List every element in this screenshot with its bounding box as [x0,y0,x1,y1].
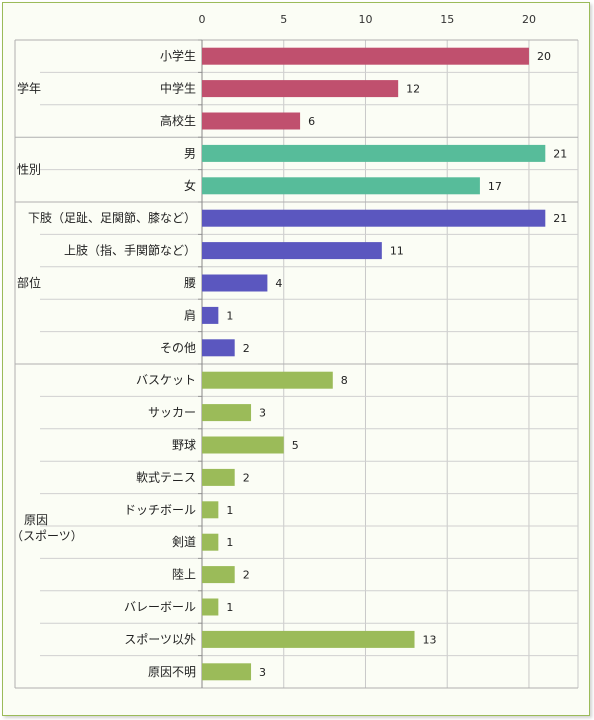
data-label: 2 [243,471,250,484]
bar-小学生 [202,47,529,65]
data-label: 21 [553,147,567,160]
category-label: バレーボール [124,600,196,614]
category-label: その他 [160,341,196,355]
bar-腰 [202,274,268,292]
data-label: 1 [226,536,233,549]
category-label: サッカー [148,406,196,420]
bar-ドッチボール [202,501,219,519]
bar-高校生 [202,112,301,130]
group-label: 学年 [17,81,41,96]
x-tick-label: 20 [522,13,536,26]
category-label: ドッチボール [124,503,196,517]
grid-layer [15,40,579,689]
category-label: 中学生 [160,81,196,96]
category-label: 女 [184,178,196,193]
group-label-sub: （スポーツ） [11,529,83,543]
category-label: 剣道 [172,535,196,549]
category-label: バスケット [136,373,196,387]
category-label: 肩 [184,307,196,322]
bar-中学生 [202,80,399,98]
category-label: 腰 [184,276,196,290]
bar-上肢（指、手関節など） [202,242,382,260]
bar-原因不明 [202,663,252,681]
bar-男 [202,144,546,162]
data-label: 21 [553,212,567,225]
group-label: 性別 [17,163,41,177]
category-label: 下肢（足趾、足関節、膝など） [28,210,196,225]
bar-バスケット [202,371,333,389]
category-label: 小学生 [160,48,196,63]
bar-スポーツ以外 [202,630,415,648]
bar-肩 [202,306,219,324]
category-label: 男 [184,146,196,160]
data-label: 6 [308,115,315,128]
bar-陸上 [202,566,235,584]
category-label: 原因不明 [148,665,196,679]
data-label: 4 [275,277,282,290]
bar-layer [202,47,546,681]
x-tick-label: 10 [358,13,372,26]
x-tick-label: 0 [199,13,206,26]
bar-サッカー [202,404,252,422]
category-label: 陸上 [172,568,196,582]
x-tick-label: 5 [280,13,287,26]
data-label: 12 [406,83,420,96]
data-label: 11 [390,245,404,258]
bar-その他 [202,339,235,357]
data-label: 3 [259,666,266,679]
bar-下肢（足趾、足関節、膝など） [202,209,546,227]
bar-野球 [202,436,284,454]
data-label: 1 [226,504,233,517]
data-label: 3 [259,407,266,420]
data-label: 8 [341,374,348,387]
data-label: 1 [226,309,233,322]
bar-バレーボール [202,598,219,616]
data-label: 20 [537,50,551,63]
group-label: 原因 [24,513,48,527]
category-label: スポーツ以外 [124,632,196,646]
category-label: 野球 [172,438,196,452]
data-label: 2 [243,569,250,582]
x-tick-label: 15 [440,13,454,26]
data-label: 17 [488,180,502,193]
data-label: 5 [292,439,299,452]
bar-剣道 [202,533,219,551]
bar-軟式テニス [202,468,235,486]
category-label: 上肢（指、手関節など） [64,243,196,258]
category-label: 軟式テニス [136,469,196,484]
group-label: 部位 [17,275,41,290]
category-label: 高校生 [160,113,196,128]
bar-女 [202,177,480,195]
data-label: 13 [423,633,437,646]
data-label: 1 [226,601,233,614]
data-label: 2 [243,342,250,355]
